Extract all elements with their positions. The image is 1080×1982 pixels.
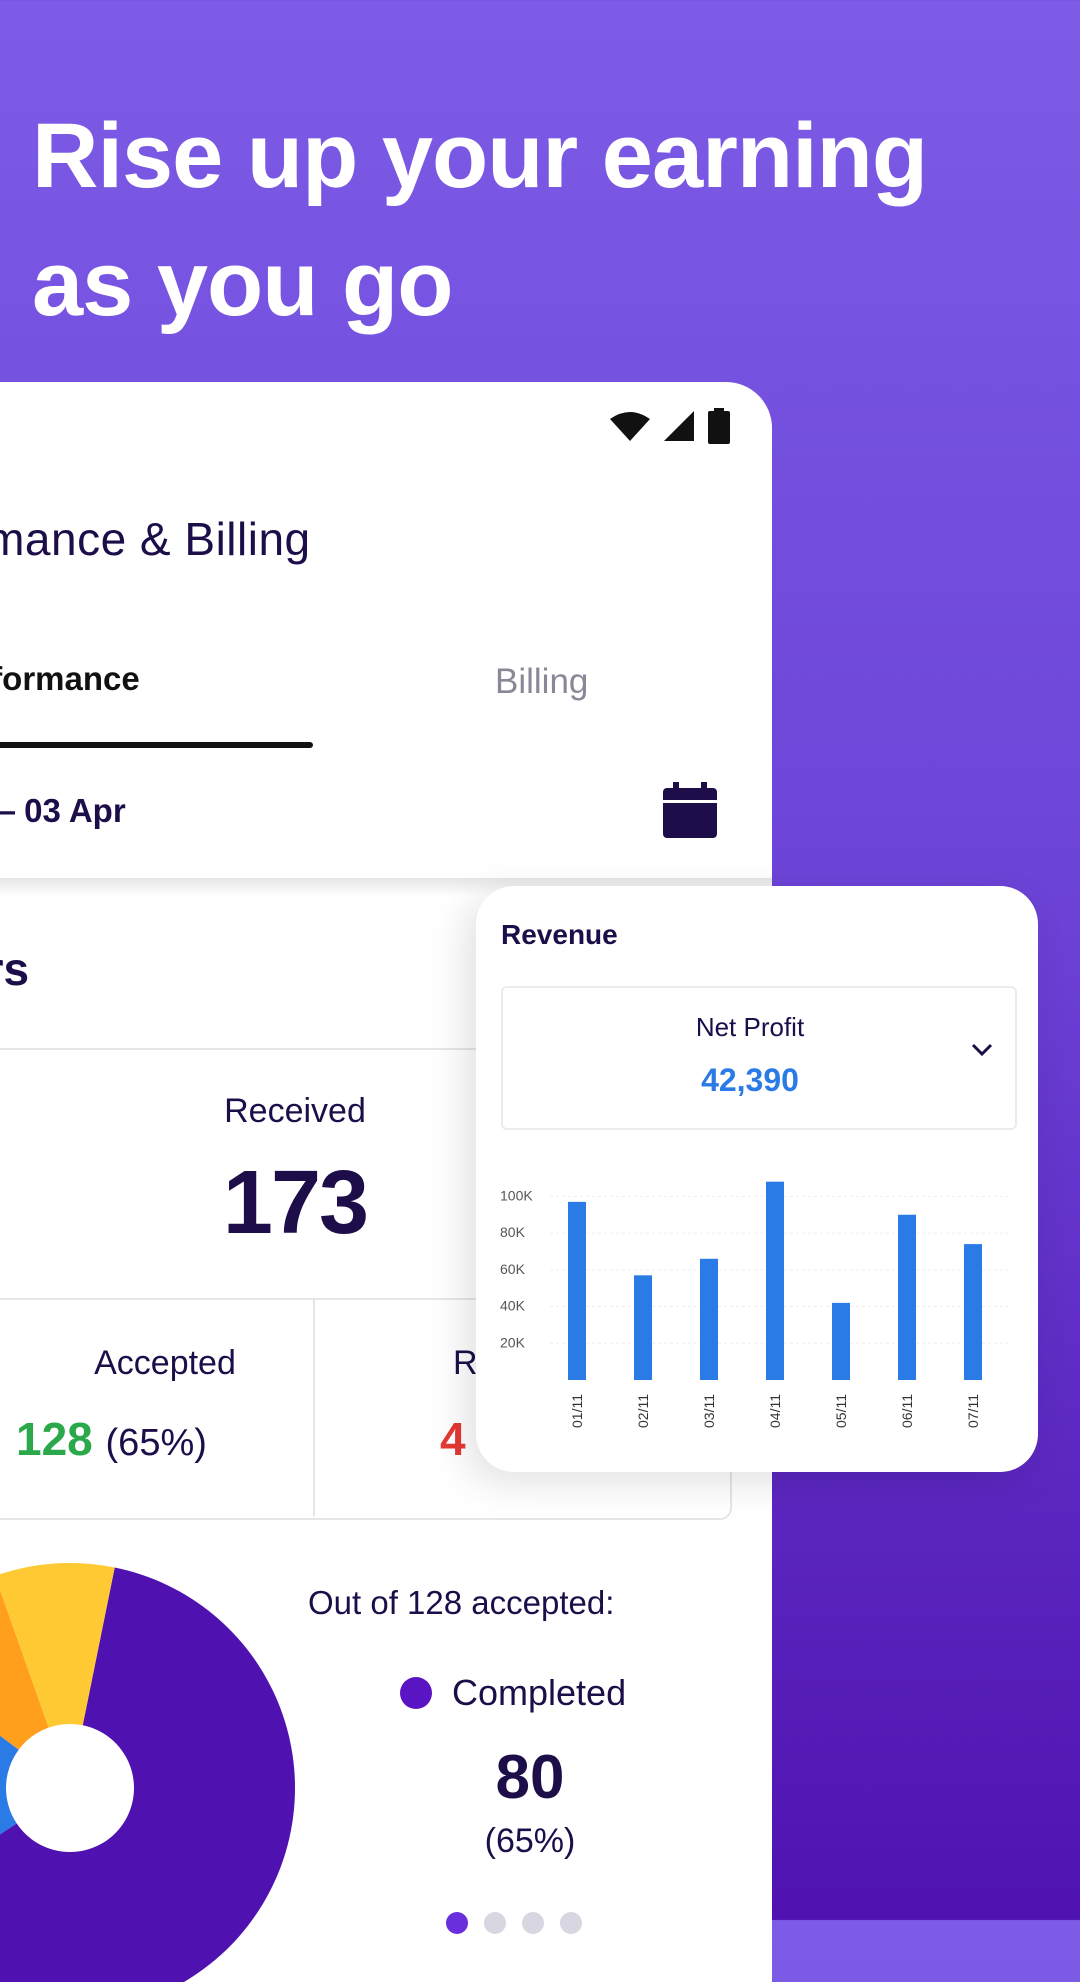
- bar[interactable]: [634, 1275, 652, 1380]
- headline: Rise up your earning as you go: [32, 92, 1032, 348]
- x-tick-label: 06/11: [899, 1394, 915, 1428]
- x-tick-label: 05/11: [833, 1394, 849, 1428]
- net-profit-value: 42,390: [701, 1062, 799, 1098]
- legend-dot: [400, 1677, 432, 1709]
- revenue-bar-chart: 100K 80K 60K 40K 20K 01/11 02/11 03/11 04/11 05/1…: [500, 1181, 1012, 1428]
- battery-icon: [708, 408, 730, 444]
- net-profit-label: Net Profit: [695, 1012, 805, 1042]
- x-tick-label: 01/11: [569, 1394, 585, 1428]
- x-tick-label: 07/11: [965, 1394, 981, 1428]
- headline-line-2: as you go: [32, 233, 453, 335]
- bar[interactable]: [700, 1258, 718, 1380]
- pager-dot-2[interactable]: [484, 1912, 506, 1934]
- pager-dot-3[interactable]: [522, 1912, 544, 1934]
- y-tick-label: 60K: [500, 1261, 526, 1277]
- headline-line-1: Rise up your earning: [32, 105, 928, 207]
- accepted-percent: (65%): [105, 1422, 207, 1464]
- donut-segment[interactable]: [0, 1576, 49, 1750]
- bar[interactable]: [964, 1244, 982, 1380]
- donut-segment[interactable]: [0, 1567, 295, 1982]
- net-profit-selector[interactable]: Net Profit 42,390: [501, 986, 1017, 1130]
- bar[interactable]: [832, 1302, 850, 1380]
- y-tick-label: 80K: [500, 1224, 526, 1240]
- signal-icon: [664, 411, 694, 441]
- status-bar: [610, 408, 730, 444]
- wifi-icon: [610, 412, 650, 441]
- received-value: 173: [222, 1153, 369, 1253]
- section-title: ers: [0, 943, 30, 995]
- stats-separator: [313, 1298, 315, 1516]
- accepted-label: Accepted: [94, 1344, 236, 1382]
- donut-segment[interactable]: [0, 1563, 115, 1728]
- bar[interactable]: [568, 1201, 586, 1380]
- revenue-title: Revenue: [501, 919, 618, 950]
- revenue-card: Revenue Net Profit 42,390 100K 80K 60K 40K 2…: [476, 886, 1038, 1472]
- tab-billing[interactable]: Billing: [495, 662, 589, 701]
- y-tick-label: 40K: [500, 1298, 526, 1314]
- rejected-label: R: [453, 1344, 478, 1382]
- received-label: Received: [224, 1092, 366, 1130]
- legend-label: Completed: [452, 1672, 627, 1713]
- tab-performance[interactable]: erformance: [0, 660, 140, 697]
- bar[interactable]: [766, 1181, 784, 1380]
- pager-dots[interactable]: [446, 1912, 582, 1934]
- pager-dot-4[interactable]: [560, 1912, 582, 1934]
- x-tick-label: 02/11: [635, 1394, 651, 1428]
- accepted-value: 128 (65%): [16, 1412, 207, 1466]
- divider: [0, 1048, 740, 1050]
- donut-chart: [0, 1563, 295, 1982]
- completed-percent: (65%): [484, 1822, 576, 1860]
- date-range[interactable]: r — 03 Apr: [0, 792, 126, 829]
- pager-dot-1[interactable]: [446, 1912, 468, 1934]
- x-tick-label: 04/11: [767, 1394, 783, 1428]
- tab-active-indicator: [0, 742, 313, 748]
- calendar-icon[interactable]: [663, 782, 717, 838]
- x-tick-label: 03/11: [701, 1394, 717, 1428]
- y-tick-label: 20K: [500, 1334, 526, 1350]
- donut-segment[interactable]: [0, 1653, 19, 1912]
- rejected-value: 4: [440, 1413, 466, 1465]
- accepted-count: 128: [16, 1413, 93, 1465]
- y-tick-label: 100K: [500, 1187, 533, 1203]
- legend-completed: Completed: [400, 1672, 626, 1714]
- breakdown-title: Out of 128 accepted:: [308, 1584, 615, 1621]
- bar[interactable]: [898, 1214, 916, 1380]
- chevron-down-icon[interactable]: [971, 1043, 993, 1057]
- completed-value: 80: [495, 1743, 565, 1812]
